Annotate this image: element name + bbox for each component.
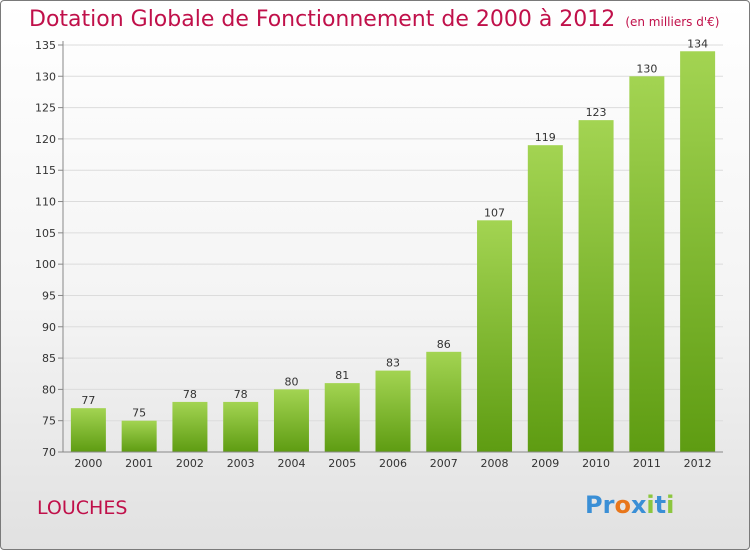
x-tick-label: 2008: [481, 457, 509, 470]
bars: 77 75 78 78 80 81 83 86 107 119 123 130 134: [70, 37, 716, 453]
bar-2012: [680, 51, 716, 453]
bar-2011: [629, 76, 665, 453]
value-label: 83: [386, 357, 400, 370]
logo-letter: o: [614, 491, 631, 519]
value-label: 75: [132, 407, 146, 420]
value-label: 77: [81, 394, 95, 407]
value-label: 134: [687, 37, 708, 50]
bar-2009: [527, 145, 563, 452]
proxiti-logo: Proxiti: [585, 491, 674, 519]
bar-2000: [70, 408, 106, 452]
y-tick-label: 75: [42, 415, 56, 428]
logo-letter: r: [602, 491, 615, 519]
bar-2006: [375, 370, 411, 452]
bar-2001: [121, 420, 157, 452]
logo-letter: i: [646, 491, 655, 519]
value-label: 86: [437, 338, 451, 351]
logo-letter: x: [630, 491, 647, 519]
value-label: 123: [586, 106, 607, 119]
x-tick-label: 2012: [684, 457, 712, 470]
y-tick-label: 90: [42, 321, 56, 334]
x-tick-label: 2009: [531, 457, 559, 470]
y-tick-label: 95: [42, 289, 56, 302]
chart-title: Dotation Globale de Fonctionnement de 20…: [29, 7, 719, 32]
x-tick-label: 2001: [125, 457, 153, 470]
y-tick-label: 80: [42, 383, 56, 396]
value-label: 78: [234, 388, 248, 401]
logo-letter: t: [654, 491, 667, 519]
value-label: 78: [183, 388, 197, 401]
bar-2003: [223, 401, 259, 452]
y-tick-label: 105: [35, 227, 56, 240]
bar-2010: [578, 120, 614, 452]
x-tick-label: 2000: [74, 457, 102, 470]
y-tick-label: 85: [42, 352, 56, 365]
bar-2007: [426, 351, 462, 452]
x-tick-label: 2003: [227, 457, 255, 470]
x-tick-label: 2011: [633, 457, 661, 470]
value-label: 80: [284, 375, 298, 388]
x-axis: 2000 2001 2002 2003 2004 2005 2006 2007 2008 2009…: [63, 451, 723, 470]
value-label: 81: [335, 369, 349, 382]
bar-2002: [172, 401, 208, 452]
y-tick-label: 70: [42, 446, 56, 459]
y-axis: 70 75 80 85 90 95 100 105 110 115 120 125 130 135: [35, 39, 64, 459]
title-text: Dotation Globale de Fonctionnement de 20…: [29, 7, 616, 32]
logo-letter: P: [585, 491, 603, 519]
x-tick-label: 2006: [379, 457, 407, 470]
bar-2005: [324, 383, 360, 452]
y-tick-label: 125: [35, 102, 56, 115]
y-tick-label: 110: [35, 196, 56, 209]
x-tick-label: 2005: [328, 457, 356, 470]
value-label: 119: [535, 131, 556, 144]
x-tick-label: 2004: [277, 457, 305, 470]
y-tick-label: 130: [35, 70, 56, 83]
y-tick-label: 115: [35, 164, 56, 177]
y-tick-label: 135: [35, 39, 56, 52]
chart-subtitle: (en milliers d'€): [625, 15, 720, 29]
y-tick-label: 120: [35, 133, 56, 146]
value-label: 130: [636, 62, 657, 75]
bar-2004: [273, 389, 309, 452]
value-label: 107: [484, 206, 505, 219]
bar-2008: [477, 220, 513, 452]
x-tick-label: 2010: [582, 457, 610, 470]
logo-letter: i: [666, 491, 675, 519]
x-tick-label: 2007: [430, 457, 458, 470]
x-tick-label: 2002: [176, 457, 204, 470]
y-tick-label: 100: [35, 258, 56, 271]
commune-name: LOUCHES: [37, 497, 128, 519]
